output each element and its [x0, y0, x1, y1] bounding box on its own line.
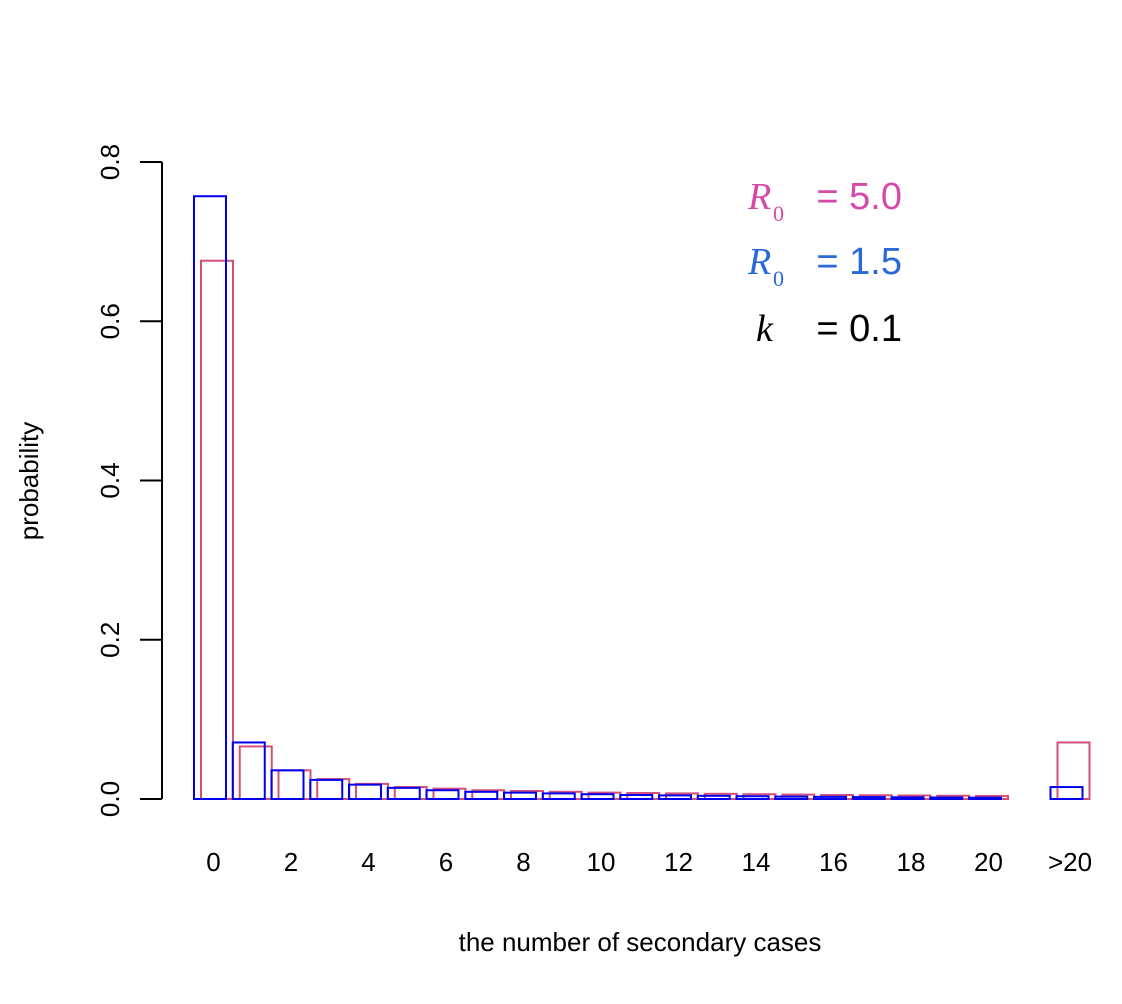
x-tick-label: 14 — [742, 847, 771, 877]
bar-series-0 — [309, 778, 344, 801]
x-tick-label: 6 — [439, 847, 453, 877]
x-tick-label: 10 — [587, 847, 616, 877]
x-axis-label: the number of secondary cases — [459, 927, 822, 957]
bar-series-0 — [890, 796, 925, 801]
bar-series-1 — [355, 782, 389, 801]
bar-series-1 — [200, 259, 234, 800]
legend-item: R 0 = 1.5 — [747, 241, 902, 291]
legend-symbol: k — [756, 308, 774, 350]
bar-series-1 — [316, 778, 351, 800]
legend-item: k = 0.1 — [756, 308, 902, 350]
bar-series-1 — [277, 769, 312, 801]
bar-series-0 — [425, 789, 460, 801]
x-axis: 0 2 4 6 8 10 12 14 16 18 20 >20 — [206, 847, 1092, 877]
bar-series-0 — [813, 795, 847, 800]
bar-series-0 — [696, 794, 731, 801]
y-tick-label: 0.6 — [95, 303, 125, 339]
bars — [193, 195, 1091, 801]
bar-series-0 — [658, 794, 692, 800]
bar-series-0 — [386, 786, 421, 800]
bar-series-0 — [193, 195, 227, 800]
bar-series-0 — [348, 783, 382, 800]
legend-value: = 5.0 — [816, 176, 902, 218]
legend-value: = 0.1 — [816, 308, 902, 350]
x-tick-label: 8 — [516, 847, 530, 877]
x-tick-label: 16 — [819, 847, 848, 877]
x-tick-label: 2 — [284, 847, 298, 877]
legend-item: R 0 = 5.0 — [747, 176, 902, 226]
bar-series-1 — [1056, 741, 1091, 800]
bar-series-1 — [238, 745, 273, 801]
y-tick-label: 0.4 — [95, 462, 125, 498]
bar-series-0 — [541, 792, 576, 801]
x-tick-label: 20 — [974, 847, 1003, 877]
y-tick-label: 0.2 — [95, 622, 125, 658]
bar-series-0 — [464, 790, 499, 800]
x-tick-label: 0 — [206, 847, 220, 877]
y-axis: 0.0 0.2 0.4 0.6 0.8 — [95, 144, 163, 817]
y-axis-label: probability — [14, 422, 44, 541]
bar-series-0 — [619, 794, 654, 800]
legend-symbol: R — [747, 241, 771, 283]
legend-value: = 1.5 — [816, 241, 902, 283]
bar-series-0 — [774, 795, 809, 801]
y-tick-label: 0.8 — [95, 144, 125, 180]
bar-series-0 — [231, 741, 266, 800]
legend-symbol: R — [747, 176, 771, 218]
bar-series-0 — [580, 793, 615, 800]
x-tick-label: 12 — [664, 847, 693, 877]
legend-subscript: 0 — [773, 266, 784, 291]
legend: R 0 = 5.0R 0 = 1.5k = 0.1 — [747, 176, 902, 350]
bar-series-0 — [503, 791, 537, 801]
bar-series-0 — [968, 796, 1002, 800]
x-tick-label: >20 — [1048, 847, 1092, 877]
bar-series-0 — [270, 769, 305, 801]
bar-series-0 — [1049, 786, 1084, 801]
legend-subscript: 0 — [773, 201, 784, 226]
x-tick-label: 4 — [361, 847, 375, 877]
x-tick-label: 18 — [897, 847, 926, 877]
bar-series-0 — [851, 796, 886, 800]
y-tick-label: 0.0 — [95, 781, 125, 817]
bar-series-0 — [735, 795, 770, 801]
bar-series-0 — [929, 796, 964, 800]
